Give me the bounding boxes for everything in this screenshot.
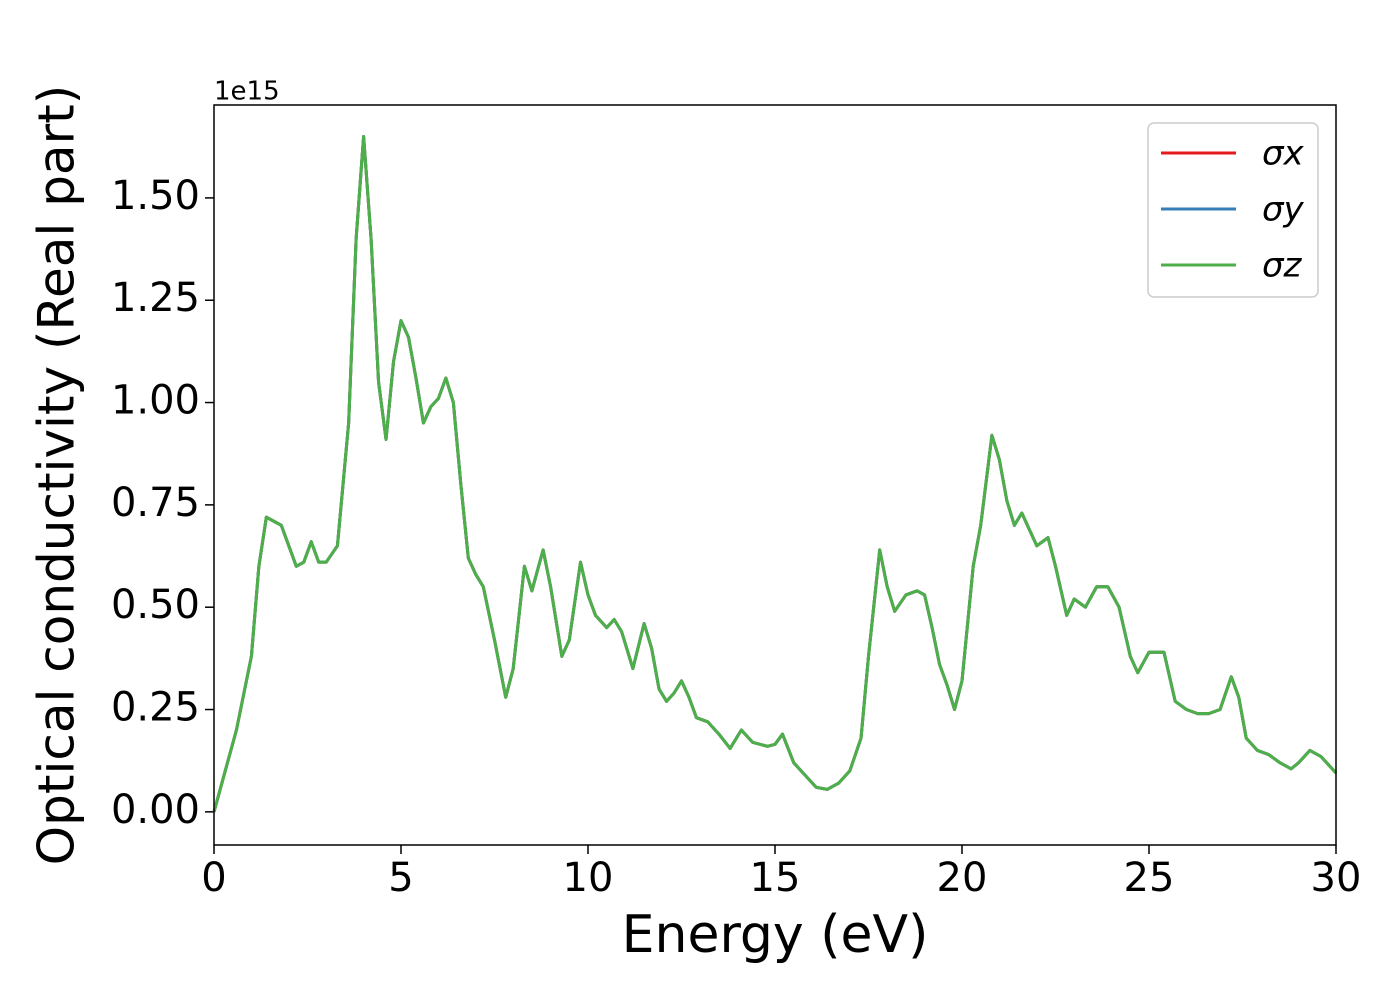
- y-tick-label: 1.00: [111, 378, 200, 424]
- legend-label: σz: [1262, 246, 1303, 286]
- x-tick-label: 0: [201, 855, 226, 901]
- y-tick-label: 0.50: [111, 582, 200, 628]
- x-tick-label: 5: [388, 855, 413, 901]
- y-tick-label: 1.50: [111, 173, 200, 219]
- y-tick-label: 1.25: [111, 275, 200, 321]
- x-tick-label: 30: [1311, 855, 1362, 901]
- legend-label: σx: [1262, 134, 1305, 174]
- offset-text: 1e15: [214, 77, 280, 107]
- x-tick-label: 15: [750, 855, 801, 901]
- x-tick-label: 25: [1124, 855, 1175, 901]
- x-tick-label: 10: [563, 855, 614, 901]
- y-tick-label: 0.25: [111, 685, 200, 731]
- y-axis-label: Optical conductivity (Real part): [28, 85, 86, 866]
- y-tick-label: 0.00: [111, 787, 200, 833]
- x-tick-label: 20: [937, 855, 988, 901]
- x-axis-label: Energy (eV): [622, 905, 929, 965]
- plot-frame: [213, 104, 1337, 846]
- y-tick-label: 0.75: [111, 480, 200, 526]
- legend-label: σy: [1262, 190, 1305, 230]
- series-line: [212, 135, 1338, 813]
